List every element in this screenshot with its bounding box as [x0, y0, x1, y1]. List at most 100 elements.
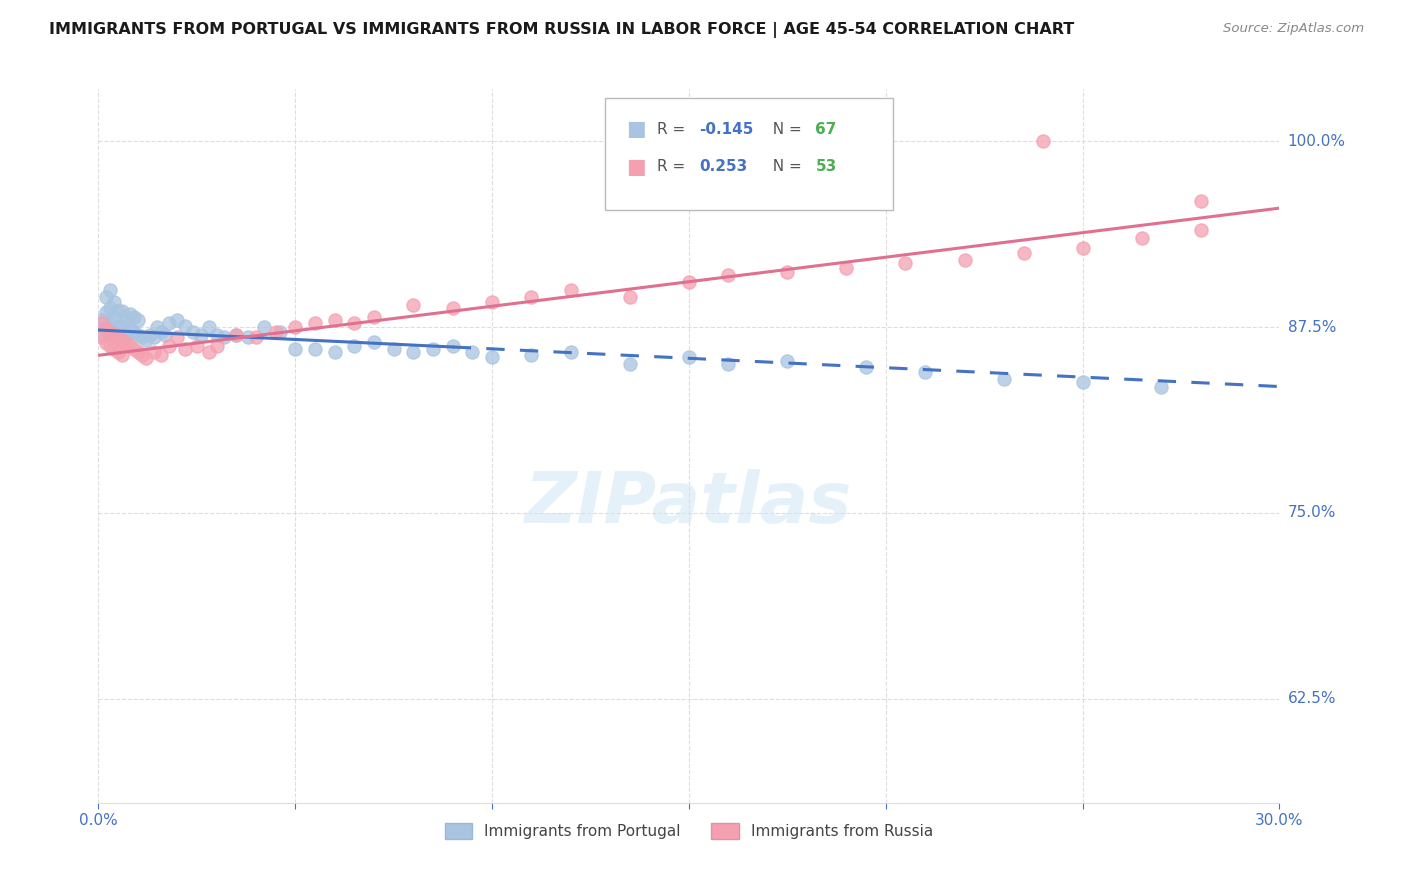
- Point: [245, 330, 267, 344]
- Point: [560, 283, 582, 297]
- Text: 67: 67: [815, 122, 837, 136]
- Point: [157, 339, 180, 353]
- Point: [174, 343, 197, 357]
- Point: [166, 330, 188, 344]
- Point: [304, 343, 326, 357]
- Point: [111, 334, 134, 348]
- Text: 100.0%: 100.0%: [1288, 134, 1346, 149]
- Point: [111, 303, 134, 318]
- Point: [96, 336, 118, 351]
- Point: [150, 348, 173, 362]
- Point: [481, 294, 503, 309]
- Point: [127, 327, 149, 342]
- Point: [96, 290, 118, 304]
- Point: [993, 372, 1015, 386]
- Point: [284, 320, 307, 334]
- Point: [98, 339, 121, 353]
- Point: [111, 318, 134, 333]
- Point: [135, 334, 157, 348]
- Point: [103, 343, 125, 357]
- Point: [236, 330, 259, 344]
- Point: [269, 325, 291, 339]
- Point: [111, 348, 134, 362]
- Point: [135, 351, 157, 366]
- Legend: Immigrants from Portugal, Immigrants from Russia: Immigrants from Portugal, Immigrants fro…: [439, 817, 939, 845]
- Text: N =: N =: [763, 122, 807, 136]
- Point: [225, 327, 247, 342]
- Point: [678, 276, 700, 290]
- Point: [363, 310, 385, 324]
- Text: R =: R =: [657, 122, 690, 136]
- Point: [174, 318, 197, 333]
- Point: [91, 327, 114, 342]
- Point: [776, 354, 799, 368]
- Point: [264, 325, 287, 339]
- Point: [1071, 241, 1094, 255]
- Point: [520, 348, 543, 362]
- Point: [103, 310, 125, 324]
- Point: [142, 330, 165, 344]
- Text: ■: ■: [626, 157, 645, 177]
- Point: [323, 345, 346, 359]
- Point: [894, 256, 917, 270]
- Point: [914, 365, 936, 379]
- Point: [717, 357, 740, 371]
- Point: [155, 327, 177, 342]
- Point: [111, 334, 134, 348]
- Point: [205, 327, 228, 342]
- Point: [953, 253, 976, 268]
- Point: [835, 260, 858, 275]
- Point: [131, 330, 153, 344]
- Point: [214, 330, 236, 344]
- Point: [284, 343, 307, 357]
- Point: [441, 301, 464, 315]
- Point: [756, 178, 779, 193]
- Point: [138, 327, 160, 342]
- Point: [107, 330, 129, 344]
- Point: [304, 316, 326, 330]
- Point: [717, 268, 740, 282]
- Point: [461, 345, 484, 359]
- Point: [1071, 375, 1094, 389]
- Point: [122, 325, 145, 339]
- Point: [115, 312, 138, 326]
- Point: [441, 339, 464, 353]
- Point: [118, 339, 141, 353]
- Point: [776, 265, 799, 279]
- Point: [619, 357, 641, 371]
- Text: 53: 53: [815, 160, 837, 174]
- Point: [115, 327, 138, 342]
- Point: [166, 312, 188, 326]
- Point: [98, 301, 121, 315]
- Point: [253, 320, 276, 334]
- Point: [678, 350, 700, 364]
- Point: [855, 360, 877, 375]
- Text: 62.5%: 62.5%: [1288, 691, 1336, 706]
- Point: [96, 320, 118, 334]
- Text: Source: ZipAtlas.com: Source: ZipAtlas.com: [1223, 22, 1364, 36]
- Point: [343, 339, 366, 353]
- Point: [131, 348, 153, 362]
- Point: [481, 350, 503, 364]
- Point: [118, 321, 141, 335]
- Point: [146, 320, 169, 334]
- Point: [382, 343, 405, 357]
- Point: [1012, 245, 1035, 260]
- Point: [1130, 231, 1153, 245]
- Point: [1150, 379, 1173, 393]
- Point: [402, 298, 425, 312]
- Point: [91, 330, 114, 344]
- Point: [103, 294, 125, 309]
- Point: [103, 325, 125, 339]
- Point: [1189, 194, 1212, 208]
- Text: R =: R =: [657, 160, 690, 174]
- Point: [197, 345, 219, 359]
- Point: [118, 307, 141, 321]
- Point: [1032, 134, 1054, 148]
- Point: [98, 327, 121, 342]
- Point: [98, 316, 121, 330]
- Point: [157, 316, 180, 330]
- Point: [103, 327, 125, 342]
- Point: [560, 345, 582, 359]
- Text: 75.0%: 75.0%: [1288, 506, 1336, 520]
